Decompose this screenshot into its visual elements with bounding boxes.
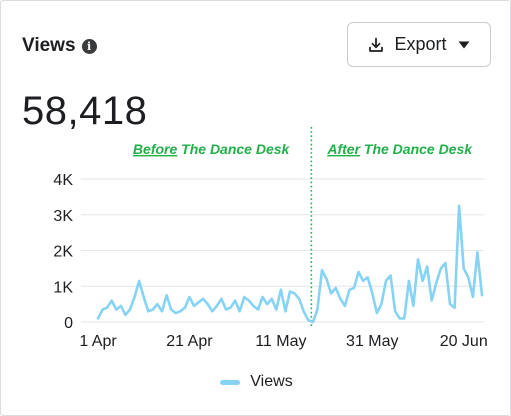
chart-legend[interactable]: Views	[1, 373, 511, 391]
y-tick-label: 1K	[53, 279, 73, 296]
card-header: Views i	[22, 35, 97, 57]
y-tick-label: 3K	[53, 208, 73, 225]
before-annotation: Before The Dance Desk	[133, 141, 291, 157]
legend-label: Views	[250, 373, 293, 390]
series-line-views	[96, 204, 484, 324]
y-tick-label: 0	[64, 315, 73, 332]
card-title: Views	[22, 35, 76, 56]
info-icon[interactable]: i	[81, 38, 97, 54]
download-icon	[368, 37, 384, 53]
export-label: Export	[394, 34, 447, 54]
x-tick-label: 31 May	[346, 333, 398, 350]
views-line-chart: 0 1K 2K 3K 4K 1 Apr 21 Apr 11 May 31 May 20 Jun Be…	[53, 127, 488, 350]
total-views-value: 58,418	[22, 89, 148, 133]
x-tick-label: 20 Jun	[440, 333, 488, 350]
x-tick-label: 21 Apr	[166, 333, 213, 350]
legend-swatch	[220, 379, 241, 385]
x-tick-label: 1 Apr	[79, 333, 117, 350]
y-tick-label: 4K	[53, 172, 73, 189]
caret-down-icon	[458, 41, 470, 49]
y-tick-label: 2K	[53, 244, 73, 261]
x-tick-label: 11 May	[255, 333, 306, 350]
after-annotation: After The Dance Desk	[326, 141, 473, 157]
export-button[interactable]: Export	[347, 22, 491, 67]
